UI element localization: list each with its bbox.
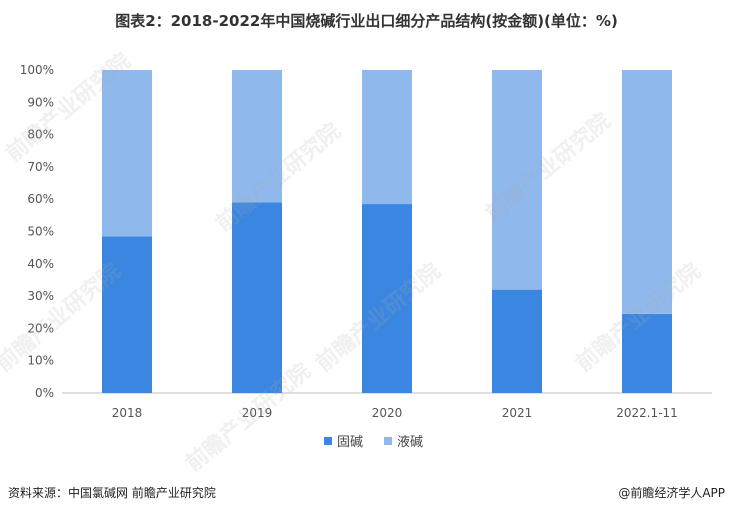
x-tick-label: 2020 xyxy=(372,406,403,420)
bar-segment xyxy=(492,289,542,393)
y-tick-label: 80% xyxy=(27,128,54,142)
y-tick-label: 100% xyxy=(20,63,54,77)
x-tick-label: 2021 xyxy=(502,406,533,420)
bar-segment xyxy=(622,313,672,393)
y-tick-label: 40% xyxy=(27,257,54,271)
bar-segment xyxy=(622,70,672,314)
y-tick-label: 0% xyxy=(35,386,54,400)
bar-segment xyxy=(362,204,412,393)
bar-segment xyxy=(102,70,152,237)
y-tick-label: 60% xyxy=(27,192,54,206)
y-tick-label: 70% xyxy=(27,160,54,174)
x-tick-label: 2018 xyxy=(112,406,143,420)
x-tick-label: 2019 xyxy=(242,406,273,420)
y-tick-label: 30% xyxy=(27,289,54,303)
x-tick-label: 2022.1-11 xyxy=(616,406,678,420)
y-tick-label: 10% xyxy=(27,354,54,368)
bar-segment xyxy=(362,70,412,205)
bar-segment xyxy=(232,70,282,203)
bar-segment xyxy=(232,202,282,393)
source-note: 资料来源：中国氯碱网 前瞻产业研究院 xyxy=(8,486,216,500)
bar-segment xyxy=(492,70,542,290)
bar-segment xyxy=(102,236,152,393)
legend-label: 液碱 xyxy=(397,435,423,450)
y-tick-label: 20% xyxy=(27,321,54,335)
y-tick-label: 50% xyxy=(27,225,54,239)
y-tick-label: 90% xyxy=(27,95,54,109)
brand-note: @前瞻经济学人APP xyxy=(618,486,725,500)
legend-label: 固碱 xyxy=(337,435,363,450)
legend-swatch xyxy=(324,437,332,445)
chart-title: 图表2：2018-2022年中国烧碱行业出口细分产品结构(按金额)(单位：%) xyxy=(115,12,618,30)
legend-swatch xyxy=(384,437,392,445)
